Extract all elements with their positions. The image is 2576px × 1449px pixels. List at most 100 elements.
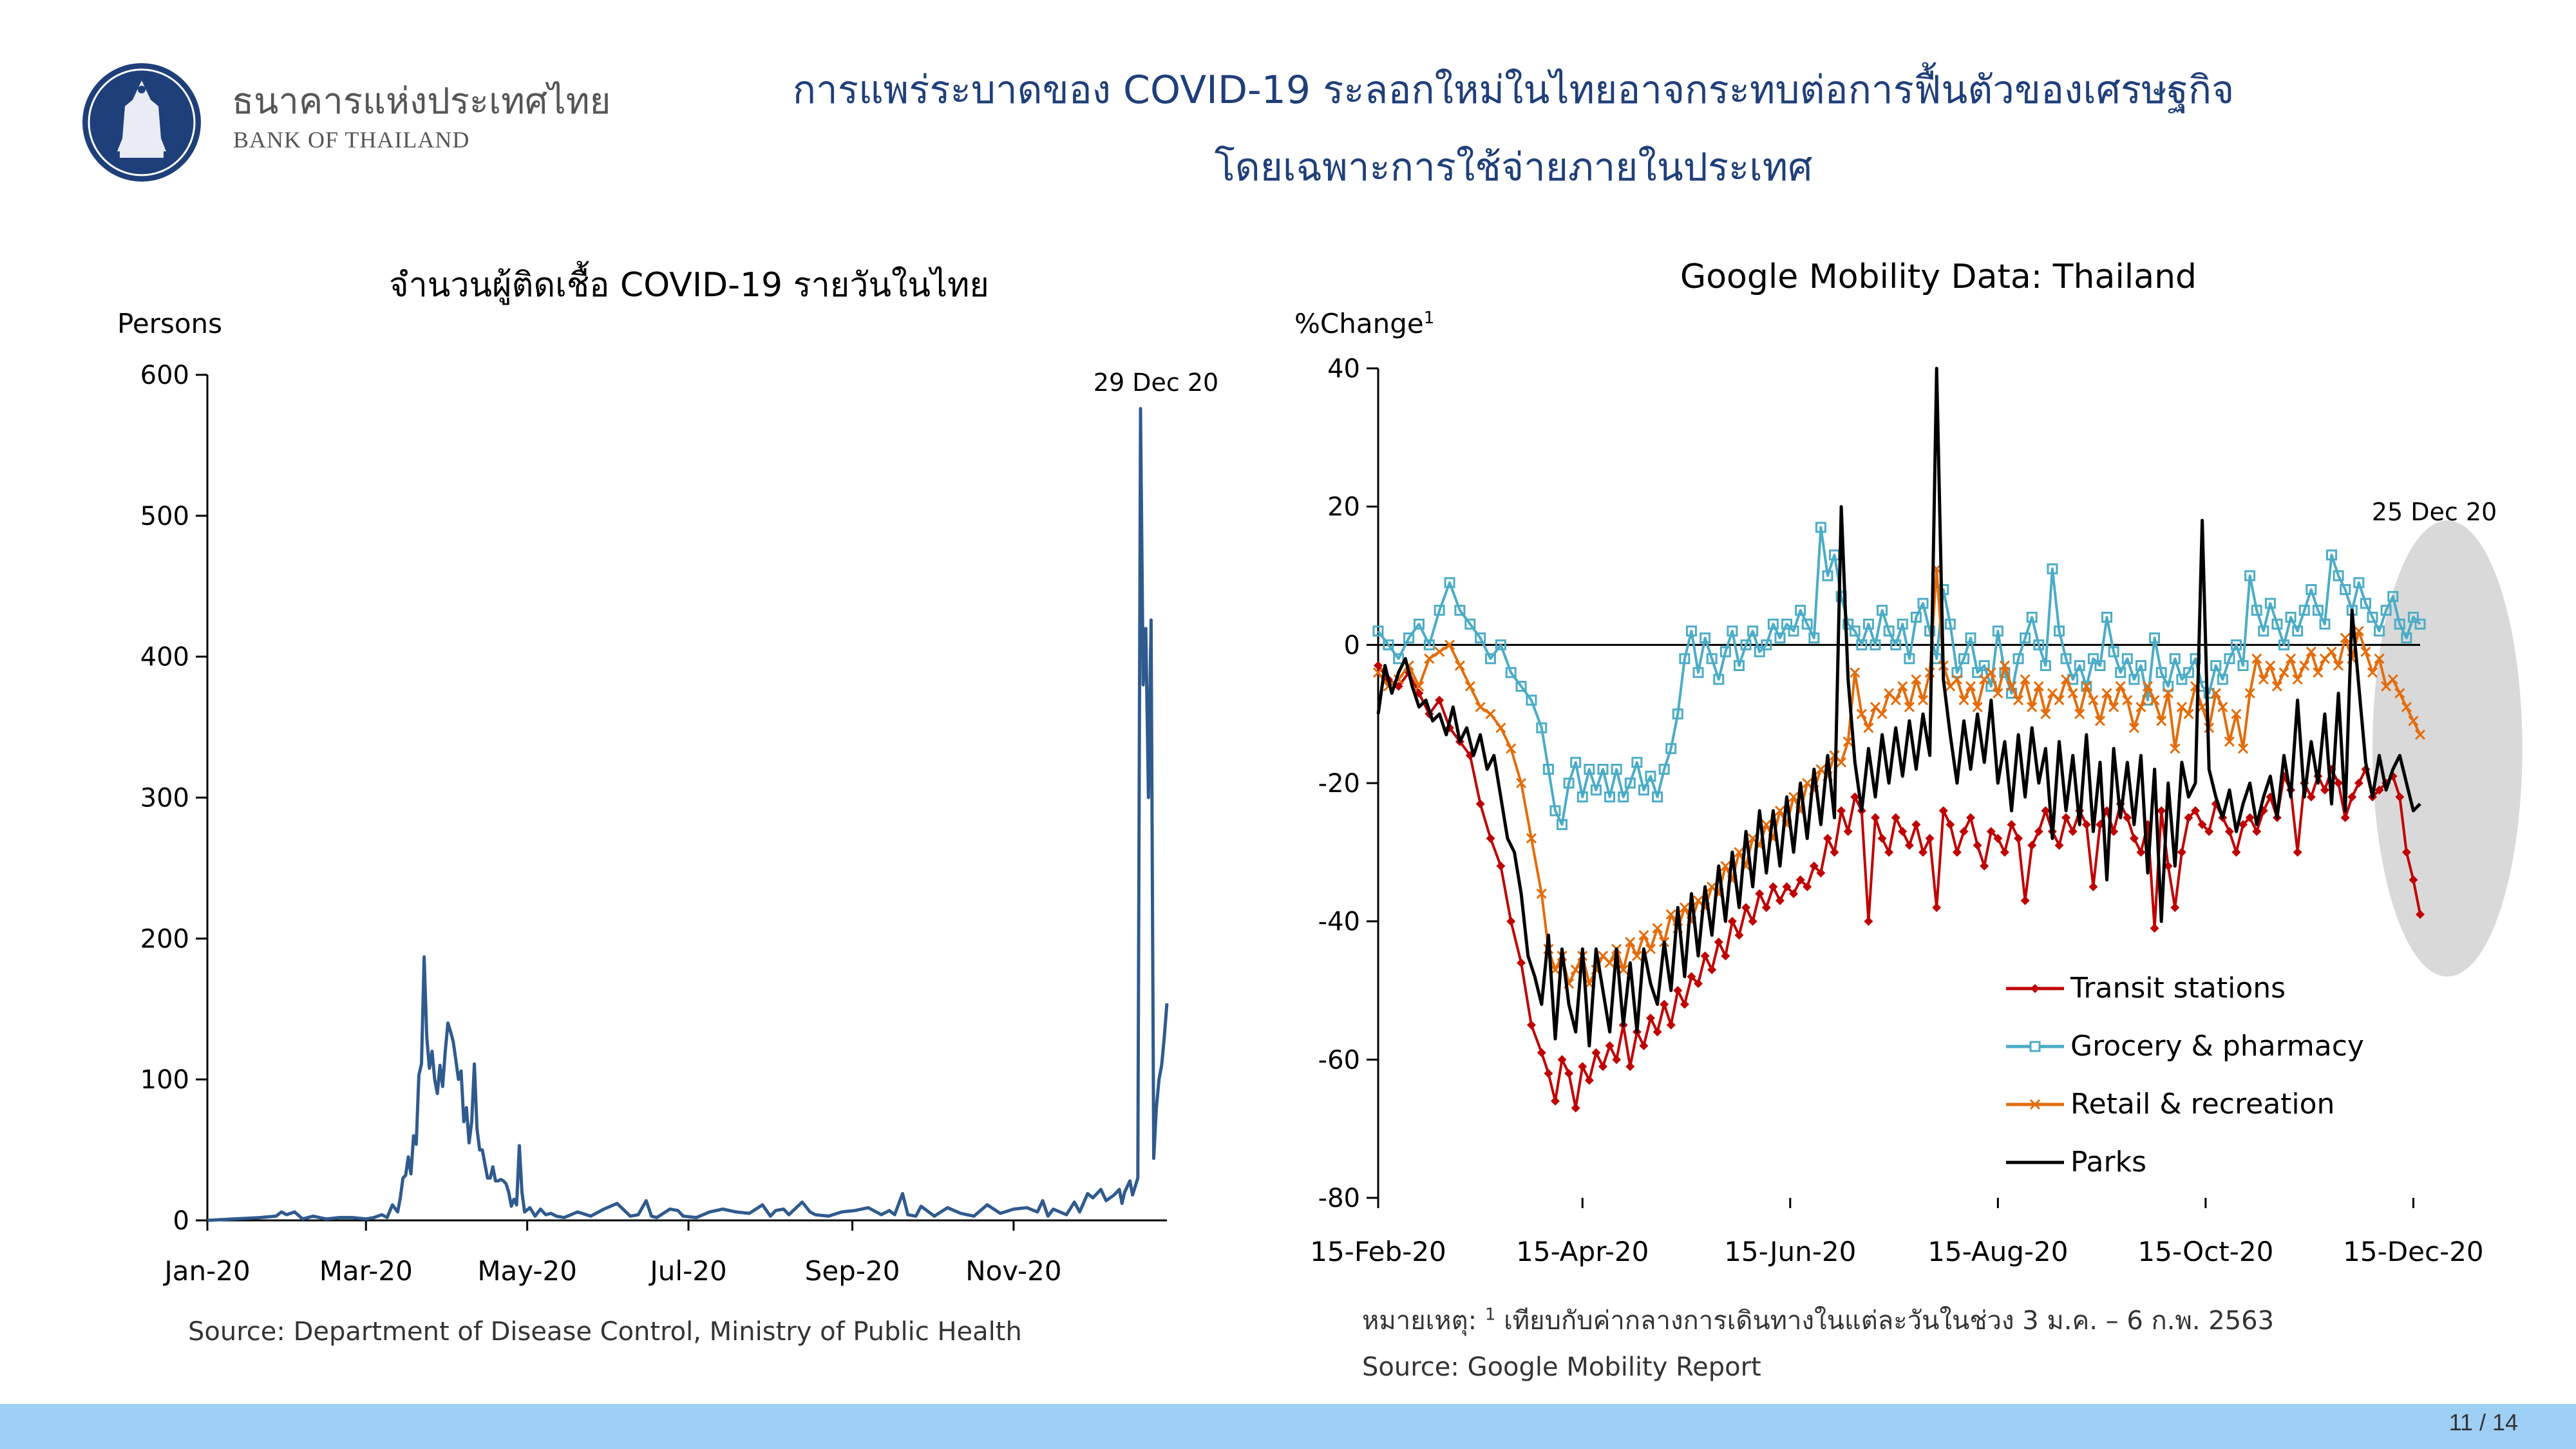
data-point: [2237, 743, 2249, 754]
data-point: [2293, 848, 2302, 857]
data-point: [2251, 605, 2262, 616]
series-line-parks: [1376, 366, 2421, 1048]
data-point: [1618, 791, 1629, 802]
y-tick-label: 200: [140, 924, 189, 954]
data-point: [2258, 674, 2269, 685]
data-point: [1679, 902, 1690, 913]
data-point: [2122, 695, 2133, 706]
data-point: [1506, 916, 1516, 926]
data-point: [2040, 708, 2051, 719]
data-point: [2121, 653, 2133, 665]
data-point: [2360, 598, 2371, 609]
right-chart-note: หมายเหตุ: 1 เทียบกับค่ากลางการเดินทางในแ…: [1362, 1305, 2275, 1336]
data-point: [1618, 964, 1629, 975]
data-point: [1597, 764, 1609, 775]
data-point: [1550, 1096, 1560, 1106]
y-tick-label: 600: [140, 361, 189, 390]
data-point: [1393, 653, 1405, 665]
data-point: [1727, 625, 1738, 637]
data-point: [1517, 958, 1526, 968]
left-chart-title: จำนวนผู้ติดเชื้อ COVID-19 รายวันในไทย: [389, 266, 989, 305]
data-point: [2101, 611, 2113, 623]
data-point: [1727, 916, 1737, 926]
y-tick-label: -60: [1318, 1045, 1360, 1075]
data-point: [1464, 681, 1475, 692]
data-point: [1713, 674, 1725, 685]
data-point: [2020, 674, 2031, 685]
x-tick-label: 15-Aug-20: [1927, 1236, 2068, 1267]
right-chart-unit: %Change1: [1294, 308, 1435, 339]
data-point: [1952, 848, 1962, 857]
data-point: [1666, 1020, 1676, 1030]
data-point: [1515, 681, 1527, 692]
data-point: [2123, 813, 2132, 822]
data-point: [1734, 931, 1744, 940]
data-point: [1965, 632, 1976, 644]
data-point: [1645, 770, 1656, 782]
data-point: [2401, 848, 2411, 857]
data-point: [2306, 792, 2316, 802]
data-point: [1639, 1041, 1649, 1050]
data-point: [1788, 625, 1799, 637]
data-point: [2197, 820, 2207, 829]
data-point: [1965, 681, 1976, 692]
legend-label: Parks: [2070, 1146, 2146, 1179]
data-point: [1413, 618, 1425, 630]
annotation-label: 29 Dec 20: [1094, 368, 1218, 397]
data-point: [2007, 820, 2016, 829]
data-point: [1434, 647, 1445, 658]
data-point: [2353, 625, 2364, 636]
data-point: [2149, 632, 2161, 644]
data-point: [1672, 708, 1683, 720]
series-line-grocery-pharmacy: [1377, 526, 2421, 826]
data-point: [2326, 647, 2337, 658]
data-point: [2230, 639, 2242, 650]
data-point: [1985, 667, 1996, 678]
data-point: [1584, 764, 1595, 775]
data-point: [2210, 688, 2221, 699]
data-point: [2108, 701, 2119, 712]
data-point: [1475, 632, 1486, 644]
data-point: [1544, 1068, 1553, 1078]
data-point: [2027, 840, 2037, 850]
data-point: [1870, 813, 1880, 822]
series-line-daily-new-cases: [207, 407, 1169, 1222]
data-point: [1680, 999, 1689, 1009]
data-point: [2054, 695, 2065, 706]
data-point: [2245, 813, 2255, 822]
data-point: [1910, 611, 1922, 623]
data-point: [2271, 681, 2282, 692]
y-tick-label: 40: [1327, 354, 1360, 384]
data-point: [1435, 696, 1444, 705]
data-point: [2334, 779, 2344, 788]
data-point: [2394, 688, 2405, 699]
data-point: [2081, 681, 2092, 692]
data-point: [1707, 965, 1717, 974]
data-point: [1660, 999, 1669, 1009]
data-point: [1849, 625, 1861, 637]
data-point: [1951, 674, 1962, 685]
series-retail-recreation: [1372, 564, 2426, 989]
data-point: [2129, 833, 2139, 843]
data-point: [2285, 611, 2297, 623]
data-point: [2026, 611, 2038, 623]
data-point: [1973, 840, 1982, 850]
data-point: [1624, 777, 1636, 789]
data-point: [2012, 653, 2024, 665]
bank-name-english: BANK OF THAILAND: [233, 127, 470, 153]
y-tick-label: 500: [140, 502, 189, 531]
data-point: [1631, 951, 1642, 961]
data-point: [1870, 639, 1881, 650]
data-point: [2047, 563, 2058, 574]
data-point: [1803, 882, 1812, 891]
data-point: [1740, 639, 1752, 650]
data-point: [1444, 639, 1455, 650]
data-point: [1612, 1055, 1622, 1065]
data-point: [2155, 667, 2167, 678]
data-point: [1665, 909, 1676, 920]
series-transit-stations: [1374, 661, 2425, 1113]
data-point: [1584, 1075, 1594, 1085]
data-point: [1768, 882, 1778, 891]
data-point: [2340, 813, 2350, 822]
data-point: [2306, 647, 2316, 658]
